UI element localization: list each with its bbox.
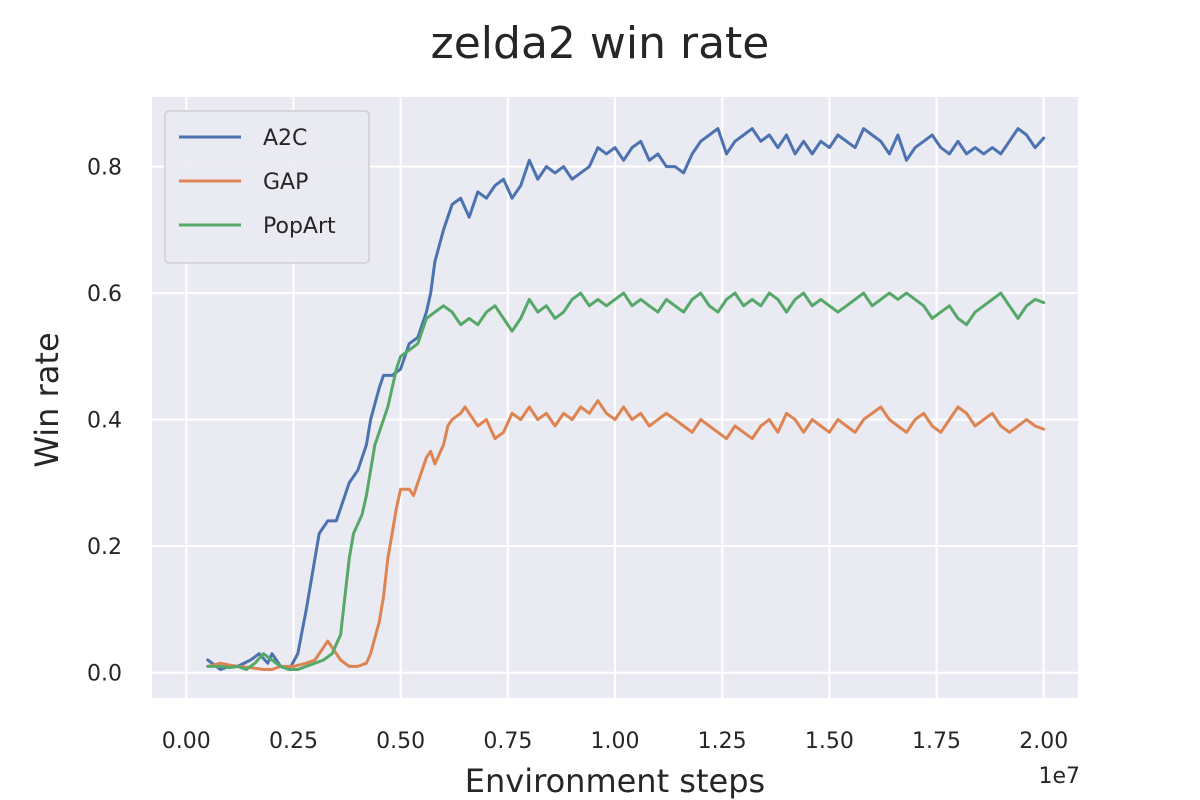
x-tick-label: 1.00 <box>591 729 640 754</box>
series-lines <box>206 127 1046 671</box>
x-axis: 0.00 0.25 0.50 0.75 1.00 1.25 1.50 1.75 2.00 <box>162 729 1068 754</box>
x-axis-offset-label: 1e7 <box>1038 764 1080 789</box>
series-line-gap <box>206 399 1046 671</box>
x-tick-label: 2.00 <box>1019 729 1068 754</box>
chart-title: zelda2 win rate <box>431 18 770 69</box>
y-tick-label: 0.4 <box>87 409 122 434</box>
series-line-a2c <box>206 127 1046 671</box>
x-tick-label: 0.00 <box>162 729 211 754</box>
x-axis-title: Environment steps <box>465 762 765 800</box>
x-tick-label: 0.25 <box>269 729 318 754</box>
y-axis-title: Win rate <box>28 332 66 467</box>
grid <box>152 97 1078 698</box>
x-tick-label: 1.75 <box>912 729 961 754</box>
x-tick-label: 0.75 <box>483 729 532 754</box>
legend-label-a2c: A2C <box>263 126 307 151</box>
y-tick-label: 0.6 <box>87 282 122 307</box>
legend: A2C GAP PopArt <box>164 110 370 264</box>
y-tick-label: 0.8 <box>87 156 122 181</box>
series-line-popart <box>206 291 1046 671</box>
y-axis: 0.0 0.2 0.4 0.6 0.8 <box>87 156 122 687</box>
legend-label-popart: PopArt <box>263 214 336 239</box>
x-tick-label: 1.25 <box>698 729 747 754</box>
x-tick-label: 1.50 <box>805 729 854 754</box>
legend-label-gap: GAP <box>263 170 308 195</box>
x-tick-label: 0.50 <box>376 729 425 754</box>
y-tick-label: 0.0 <box>87 662 122 687</box>
y-tick-label: 0.2 <box>87 535 122 560</box>
